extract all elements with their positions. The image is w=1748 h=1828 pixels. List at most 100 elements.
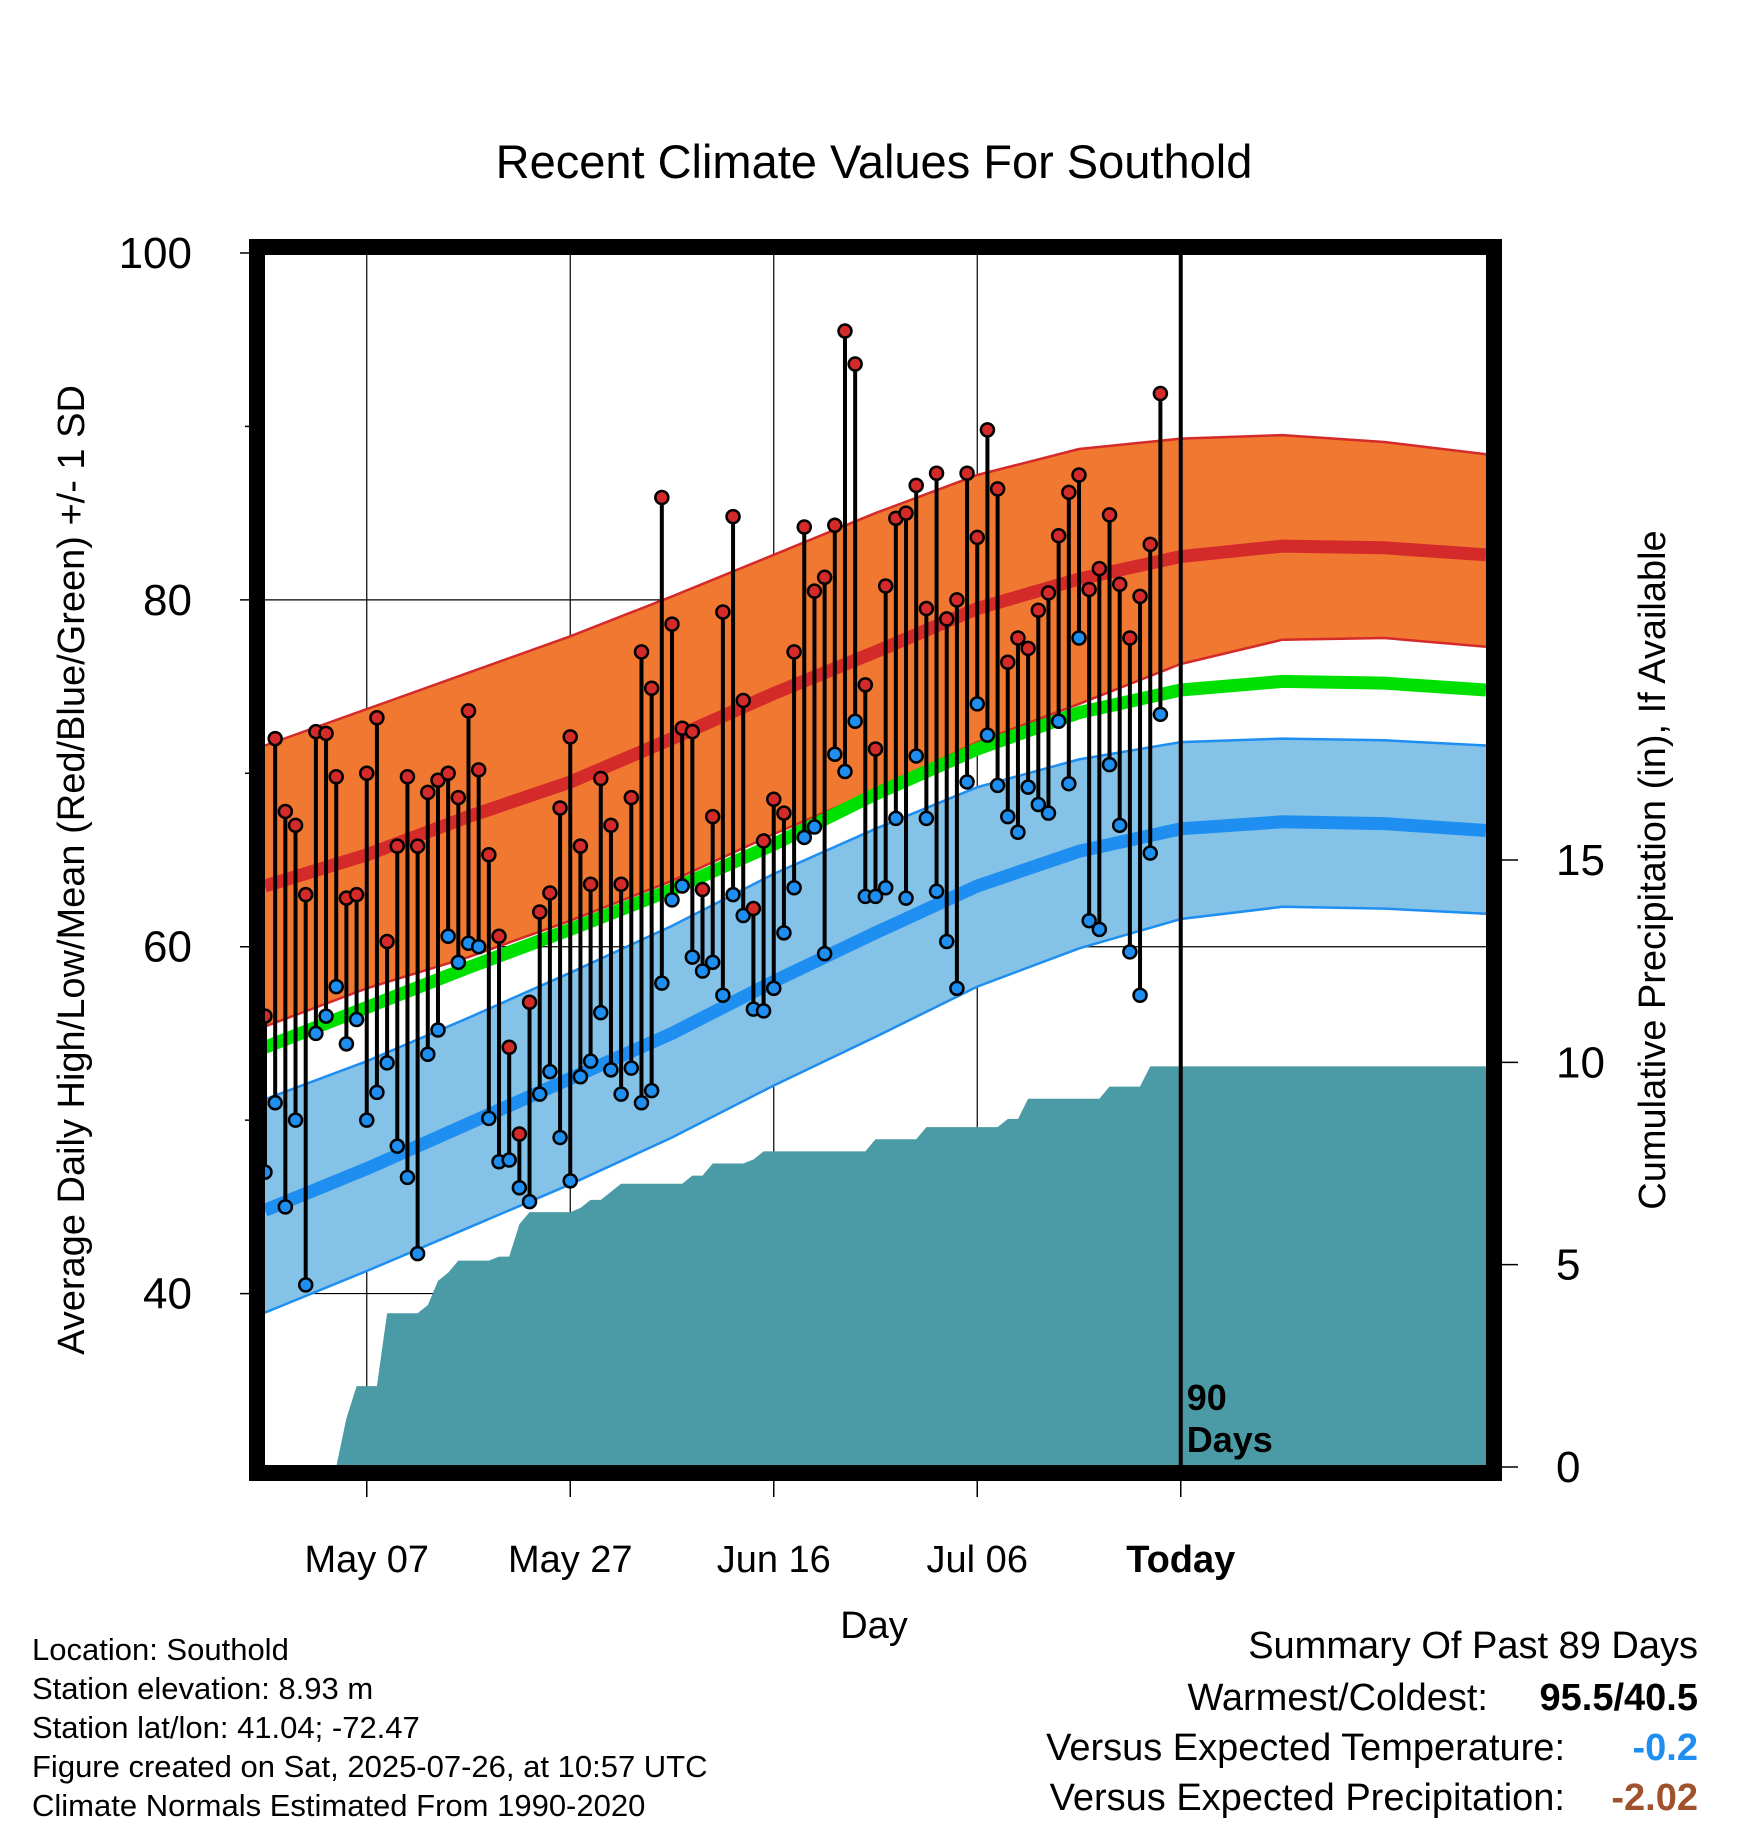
daily-high-point — [1000, 654, 1016, 671]
daily-high-point — [379, 933, 395, 950]
footer-normals: Climate Normals Estimated From 1990-2020 — [32, 1788, 645, 1823]
y2-tick-label: 5 — [1556, 1241, 1580, 1290]
daily-high-point — [1050, 527, 1067, 544]
daily-high-point — [867, 741, 884, 757]
daily-low-point — [1050, 713, 1067, 730]
daily-high-point — [348, 886, 365, 903]
daily-low-point — [348, 1011, 365, 1028]
daily-high-point — [1091, 560, 1108, 577]
daily-high-point — [704, 808, 721, 825]
y-tick-label: 80 — [143, 576, 192, 625]
y2-axis-label: Cumulative Precipitation (in), If Availa… — [1632, 530, 1674, 1209]
daily-low-point — [664, 892, 680, 908]
daily-high-point — [949, 592, 965, 608]
daily-high-point — [684, 723, 701, 740]
daily-low-point — [399, 1169, 416, 1186]
daily-low-point — [633, 1095, 650, 1111]
daily-low-point — [1142, 845, 1158, 861]
y2-tick-label: 10 — [1556, 1038, 1605, 1087]
daily-low-point — [450, 954, 467, 971]
daily-low-point — [827, 746, 843, 762]
summary-precip-value: -2.02 — [1611, 1777, 1698, 1819]
x-axis: May 07 May 27 Jun 16 Jul 06 Today — [304, 1481, 1235, 1581]
daily-high-point — [603, 817, 619, 834]
daily-low-point — [949, 980, 965, 997]
daily-low-point — [735, 907, 751, 924]
daily-high-point — [1132, 588, 1148, 605]
chart-title: Recent Climate Values For Southold — [496, 135, 1253, 188]
today-days-label-line: Days — [1187, 1419, 1273, 1460]
daily-high-point — [786, 644, 802, 660]
daily-high-point — [359, 765, 375, 782]
daily-high-point — [877, 578, 894, 594]
daily-high-point — [420, 784, 436, 801]
daily-low-point — [593, 1004, 609, 1021]
daily-low-point — [959, 774, 975, 790]
today-days-label: 90 Days — [1187, 1377, 1273, 1460]
daily-high-point — [989, 481, 1006, 497]
daily-high-point — [918, 600, 935, 617]
daily-low-point — [908, 748, 924, 764]
daily-high-point — [908, 477, 924, 494]
daily-low-point — [766, 980, 782, 997]
daily-low-point — [531, 1086, 548, 1102]
daily-low-point — [867, 888, 884, 905]
footer-location: Location: Southold — [32, 1632, 289, 1667]
daily-low-point — [613, 1086, 629, 1102]
daily-high-point — [1111, 576, 1128, 592]
daily-low-point — [847, 713, 863, 730]
y2-tick-label: 15 — [1556, 836, 1605, 885]
daily-low-point — [877, 879, 894, 896]
daily-low-point — [1122, 944, 1138, 960]
daily-high-point — [470, 762, 487, 778]
footer-latlon: Station lat/lon: 41.04; -72.47 — [32, 1710, 420, 1745]
daily-low-point — [328, 978, 344, 995]
daily-high-point — [582, 876, 599, 893]
daily-low-point — [511, 1180, 528, 1196]
daily-high-point — [389, 838, 406, 854]
daily-low-point — [888, 810, 904, 827]
daily-low-point — [267, 1095, 283, 1111]
y-axis-right: 15 10 5 0 — [1494, 836, 1605, 1492]
daily-low-point — [1071, 630, 1087, 646]
daily-low-point — [837, 763, 853, 780]
y-axis-label: Average Daily High/Low/Mean (Red/Blue/Gr… — [51, 385, 93, 1355]
daily-high-point — [623, 789, 640, 806]
x-axis-label: Day — [840, 1605, 908, 1647]
daily-low-point — [562, 1173, 578, 1189]
x-tick-label: Today — [1126, 1539, 1235, 1581]
daily-low-point — [816, 945, 833, 962]
daily-high-point — [521, 994, 538, 1010]
daily-high-point — [776, 805, 792, 821]
daily-low-point — [694, 963, 711, 979]
daily-low-point — [704, 954, 721, 971]
daily-low-point — [409, 1245, 426, 1262]
daily-high-point — [562, 729, 578, 745]
daily-high-point — [460, 703, 477, 719]
daily-low-point — [1152, 706, 1169, 723]
x-tick-label: May 27 — [508, 1539, 633, 1581]
daily-high-point — [531, 904, 548, 920]
daily-high-point — [1152, 385, 1169, 402]
footer-elevation: Station elevation: 8.93 m — [32, 1671, 373, 1706]
daily-high-point — [1061, 484, 1077, 501]
daily-high-point — [735, 692, 751, 709]
daily-low-point — [1111, 817, 1128, 834]
daily-low-point — [308, 1025, 324, 1042]
daily-high-point — [755, 833, 772, 849]
daily-low-point — [521, 1193, 538, 1210]
summary-precip-label: Versus Expected Precipitation: — [1050, 1777, 1565, 1819]
daily-high-point — [806, 583, 823, 599]
daily-high-point — [542, 885, 558, 901]
y-tick-label: 40 — [143, 1270, 192, 1319]
footer-created: Figure created on Sat, 2025-07-26, at 10… — [32, 1749, 708, 1784]
daily-high-point — [857, 677, 874, 693]
daily-high-point — [501, 1039, 517, 1056]
daily-high-point — [643, 680, 660, 697]
daily-high-point — [847, 356, 863, 372]
daily-low-point — [928, 883, 945, 899]
daily-low-point — [582, 1053, 599, 1069]
daily-low-point — [440, 928, 456, 945]
daily-low-point — [755, 1003, 772, 1019]
daily-high-point — [481, 847, 497, 863]
